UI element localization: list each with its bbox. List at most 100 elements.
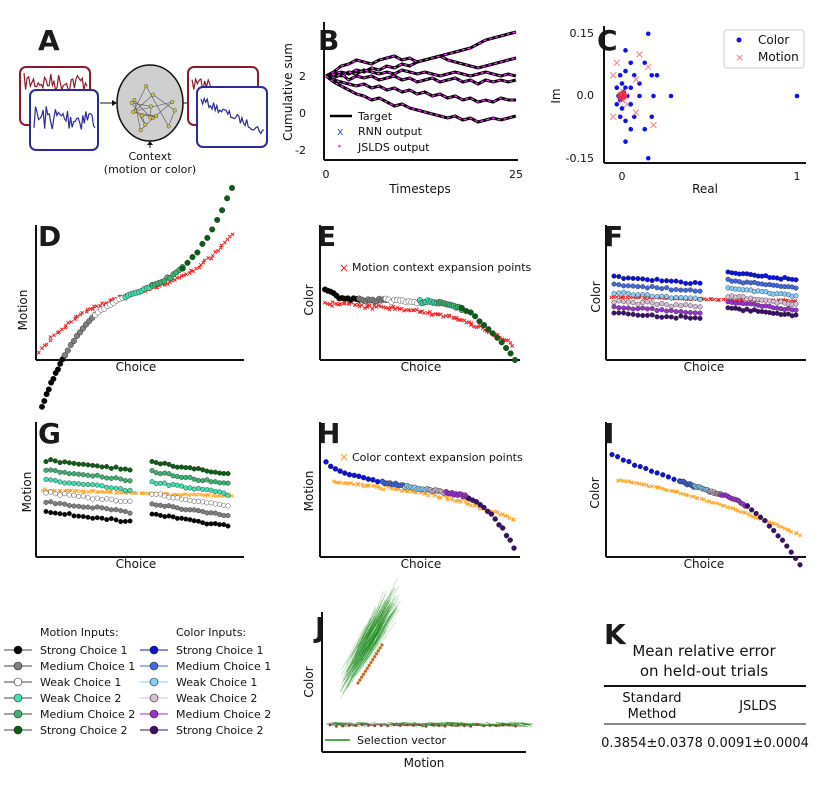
j-selection-line [355, 623, 377, 660]
i-expansion-point [748, 513, 753, 518]
f-series-4-left [635, 301, 641, 307]
g-series-5-right [212, 479, 218, 485]
h-series-6 [492, 516, 498, 522]
j-selection-line [363, 616, 392, 664]
h-series-1 [370, 477, 376, 483]
g-series-5-left [127, 478, 133, 484]
g-series-6-right [179, 464, 185, 470]
j-selection-line [363, 599, 386, 645]
i-expansion-point [665, 488, 670, 493]
j-selection-line [368, 602, 391, 648]
c-color-point [654, 72, 660, 78]
j-selection-line [361, 722, 372, 725]
network-edge [145, 85, 169, 127]
j-selection-line [369, 589, 393, 635]
h-expansion-point [507, 516, 512, 520]
j-selection-line [370, 612, 393, 646]
j-selection-line [360, 613, 388, 660]
b-ylabel: Cumulative sum [281, 43, 295, 141]
c-motion-point [644, 63, 652, 71]
g-series-4-right [170, 482, 176, 488]
g-series-1-left [127, 518, 133, 524]
e-expansion-point [338, 302, 343, 307]
i-expansion-point [623, 479, 628, 484]
j-selection-line [358, 626, 380, 670]
f-series-2-left [664, 285, 670, 291]
j-selection-line [374, 603, 395, 638]
f-series-6-left [664, 314, 670, 320]
g-series-2-right [195, 508, 201, 514]
j-selection-line [342, 642, 365, 688]
j-point [358, 678, 362, 682]
j-point [365, 666, 369, 670]
g-series-2-left [94, 504, 100, 510]
j-point [360, 675, 364, 679]
network-node [148, 115, 153, 120]
f-series-5-right [793, 307, 799, 313]
d-expansion-point [177, 275, 182, 280]
j-selection-line [346, 646, 369, 676]
g-series-6-right [225, 471, 231, 477]
g-series-4-left [57, 479, 63, 485]
g-series-3-left [43, 490, 49, 496]
d-expansion-point [194, 266, 199, 271]
f-series-6-right [744, 306, 750, 312]
j-selection-line [354, 642, 380, 676]
g-series-2-left [80, 504, 86, 510]
c-motion-point [632, 76, 640, 83]
e-expansion-point [347, 302, 352, 306]
f-series-6-left [635, 312, 641, 318]
g-series-1-left [108, 516, 114, 522]
j-point [424, 725, 428, 728]
g-series-3-right [153, 491, 159, 497]
j-selection-line [368, 607, 392, 650]
d-expansion-point [100, 301, 105, 306]
d-expansion-point [59, 327, 64, 332]
f-series-4-left [625, 299, 631, 305]
h-expansion-point [356, 481, 361, 486]
g-expansion-point [183, 492, 188, 497]
h-series-6 [503, 532, 510, 539]
h-series-1 [365, 476, 371, 482]
g-series-6-left [43, 459, 49, 465]
c-legend-motion: Motion [758, 50, 799, 64]
f-series-3-left [668, 295, 674, 301]
j-selection-line [366, 613, 387, 650]
f-series-1-left [683, 280, 689, 286]
g-series-5-left [80, 472, 86, 478]
g-series-4-left [122, 488, 128, 494]
j-selection-line [371, 609, 400, 645]
c-legend-color-marker [736, 37, 742, 43]
f-series-4-left [673, 302, 679, 308]
g-expansion-point [200, 492, 205, 497]
f-series-1-left [611, 273, 617, 279]
motion-inputs-header: Motion Inputs: [40, 626, 119, 639]
j-point [482, 724, 485, 728]
d-expansion-point [90, 307, 95, 312]
e-series-6 [507, 350, 514, 357]
f-series-6-left [616, 310, 622, 316]
j-selection-line [522, 723, 533, 727]
g-series-6-left [62, 459, 68, 465]
h-expansion-point [472, 503, 477, 508]
d-expansion-point [197, 265, 202, 270]
d-expansion-point [216, 248, 221, 253]
network-edge [131, 102, 152, 107]
g-series-4-right [208, 487, 214, 493]
g-series-3-right [187, 498, 193, 504]
g-series-4-left [90, 482, 96, 488]
h-expansion-point [459, 500, 463, 505]
e-series-6 [503, 345, 510, 352]
g-ylabel: Motion [20, 472, 34, 513]
c-color-point [623, 118, 628, 124]
i-expansion-point [641, 482, 646, 487]
i-series-6 [775, 533, 781, 539]
j-selection-line [361, 605, 381, 656]
j-point [469, 725, 473, 728]
f-series-3-left [630, 292, 636, 298]
j-selection-line [371, 586, 400, 631]
f-series-4-left [692, 304, 698, 310]
j-selection-line [369, 621, 397, 656]
g-series-3-right [212, 501, 218, 507]
